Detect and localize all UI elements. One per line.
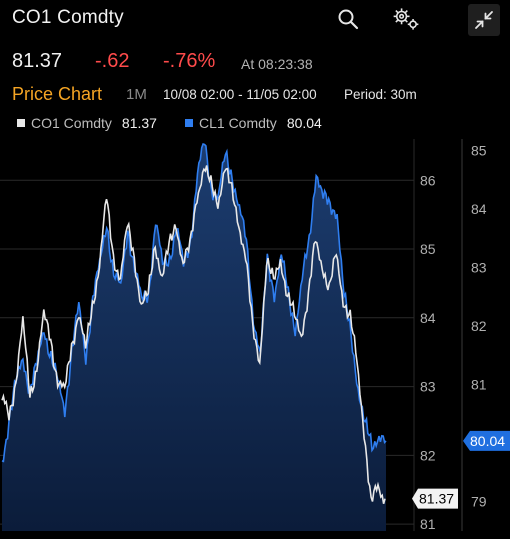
left-tick-label-86: 86 xyxy=(420,172,436,188)
cl1-last-price-tag-shape xyxy=(463,430,510,451)
left-axis: 81 82 83 84 85 86 xyxy=(420,172,436,532)
right-tick-label-81: 81 xyxy=(471,377,487,393)
left-tick-label-82: 82 xyxy=(420,447,436,463)
cl1-last-price-label: 80.04 xyxy=(470,433,505,449)
last-price: 81.37 xyxy=(12,50,63,72)
left-tick-label-83: 83 xyxy=(420,379,436,395)
co1-last-price-label: 81.37 xyxy=(419,491,454,507)
cl1-area-fill xyxy=(2,144,386,531)
legend-value-co1: 81.37 xyxy=(121,115,157,131)
collapse-button[interactable] xyxy=(468,4,500,36)
right-tick-label-84: 84 xyxy=(471,201,487,217)
period-selector[interactable]: Period: 30m xyxy=(344,87,417,102)
net-change: -.62 xyxy=(95,50,130,72)
header: CO1 Comdty xyxy=(0,0,510,140)
date-range: 10/08 02:00 - 11/05 02:00 xyxy=(163,87,317,102)
cl1-last-price-tag: 80.04 xyxy=(463,430,510,451)
settings-button[interactable] xyxy=(391,4,421,34)
cl1-series-line xyxy=(1,143,387,463)
percent-change: -.76% xyxy=(163,50,216,72)
right-tick-label-79: 79 xyxy=(471,494,487,510)
right-axis: 79808182838485 xyxy=(471,143,487,510)
legend-value-cl1: 80.04 xyxy=(286,115,322,131)
search-icon xyxy=(338,9,359,30)
left-tick-label-85: 85 xyxy=(420,241,436,257)
right-tick-label-85: 85 xyxy=(471,143,487,159)
legend-item-co1[interactable]: CO1 Comdty 81.37 xyxy=(17,115,157,131)
legend-name-co1: CO1 Comdty xyxy=(31,115,112,131)
search-button[interactable] xyxy=(333,4,363,34)
gear-icon xyxy=(393,8,419,30)
left-tick-label-84: 84 xyxy=(420,310,436,326)
as-of-time: At 08:23:38 xyxy=(241,56,313,72)
co1-last-price-tag-shape xyxy=(412,488,458,509)
left-tick-label-81: 81 xyxy=(420,516,436,532)
right-tick-label-82: 82 xyxy=(471,318,487,334)
right-tick-label-83: 83 xyxy=(471,260,487,276)
security-title: CO1 Comdty xyxy=(12,7,124,28)
chart-title: Price Chart xyxy=(12,84,103,104)
legend-swatch-co1 xyxy=(17,119,25,127)
legend-item-cl1[interactable]: CL1 Comdty 80.04 xyxy=(185,115,322,131)
collapse-icon xyxy=(475,11,493,29)
co1-series-line xyxy=(1,165,386,505)
legend-name-cl1: CL1 Comdty xyxy=(199,115,277,131)
co1-last-price-tag: 81.37 xyxy=(412,488,458,509)
range-selector[interactable]: 1M xyxy=(126,86,147,103)
legend-swatch-cl1 xyxy=(185,119,193,127)
